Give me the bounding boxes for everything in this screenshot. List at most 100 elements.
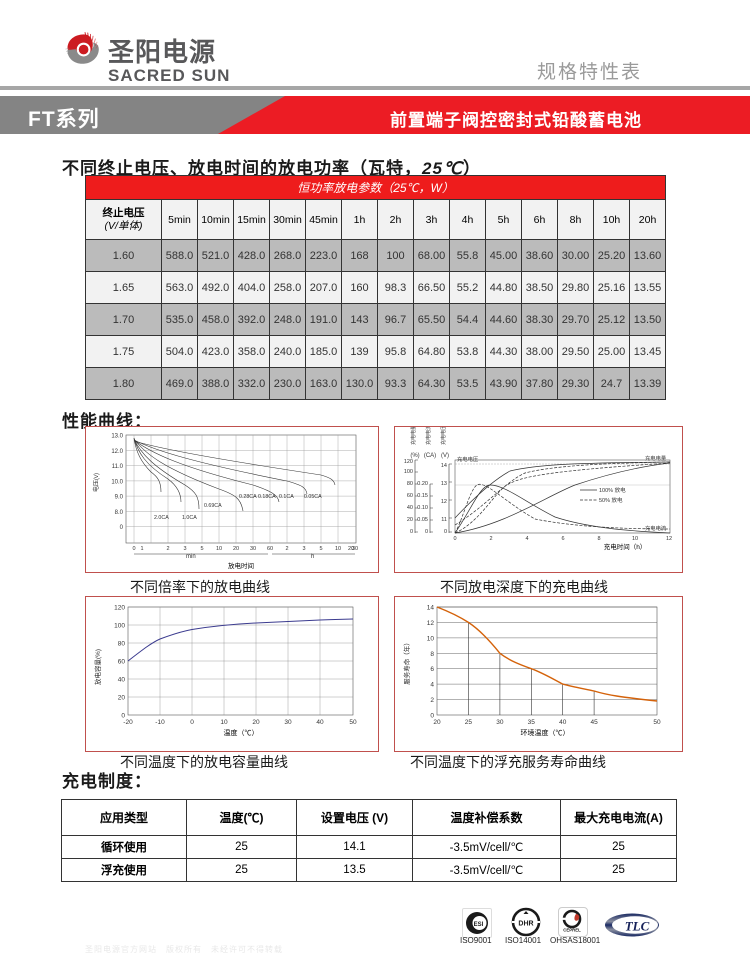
svg-text:50: 50 — [653, 719, 661, 726]
svg-text:0.10: 0.10 — [417, 505, 428, 511]
svg-text:放电容量(%): 放电容量(%) — [93, 649, 102, 685]
svg-text:35: 35 — [528, 719, 536, 726]
svg-text:0: 0 — [132, 546, 135, 552]
svg-text:充电电流: 充电电流 — [645, 524, 667, 532]
svg-text:0: 0 — [190, 719, 194, 726]
svg-text:100% 放电: 100% 放电 — [599, 486, 626, 494]
svg-text:6: 6 — [561, 536, 564, 542]
svg-text:2: 2 — [430, 697, 434, 704]
svg-text:80: 80 — [118, 641, 126, 648]
svg-text:充电电量: 充电电量 — [645, 454, 667, 462]
svg-text:0.1CA: 0.1CA — [279, 494, 294, 500]
svg-text:30: 30 — [284, 719, 292, 726]
svg-text:120: 120 — [114, 605, 125, 612]
svg-text:2: 2 — [166, 546, 169, 552]
svg-text:3: 3 — [302, 546, 305, 552]
svg-text:10: 10 — [216, 546, 222, 552]
svg-text:0.18CA: 0.18CA — [258, 494, 276, 500]
svg-text:8: 8 — [430, 651, 434, 658]
svg-text:12: 12 — [441, 499, 447, 505]
svg-text:8: 8 — [597, 536, 600, 542]
svg-text:0.69CA: 0.69CA — [204, 503, 222, 509]
svg-text:0.05CA: 0.05CA — [304, 494, 322, 500]
svg-text:10.0: 10.0 — [111, 479, 123, 485]
svg-text:20: 20 — [433, 719, 441, 726]
svg-text:20: 20 — [407, 517, 413, 523]
svg-text:14: 14 — [441, 463, 447, 469]
svg-text:5: 5 — [319, 546, 322, 552]
svg-text:45: 45 — [590, 719, 598, 726]
svg-text:100: 100 — [404, 469, 413, 475]
svg-text:3: 3 — [183, 546, 186, 552]
svg-text:40: 40 — [118, 677, 126, 684]
svg-text:h: h — [311, 554, 314, 560]
svg-text:CEPREL: CEPREL — [563, 928, 581, 933]
svg-text:60: 60 — [267, 546, 273, 552]
svg-text:50% 放电: 50% 放电 — [599, 496, 623, 504]
svg-text:30: 30 — [496, 719, 504, 726]
svg-text:2: 2 — [489, 536, 492, 542]
svg-text:4: 4 — [430, 682, 434, 689]
svg-text:30: 30 — [352, 546, 358, 552]
svg-text:0: 0 — [410, 529, 413, 535]
svg-text:10: 10 — [632, 536, 638, 542]
svg-text:14: 14 — [427, 605, 435, 612]
svg-text:服务寿命（年）: 服务寿命（年） — [402, 639, 411, 685]
svg-text:0.28CA: 0.28CA — [239, 494, 257, 500]
svg-text:100: 100 — [114, 623, 125, 630]
svg-text:60: 60 — [118, 659, 126, 666]
svg-text:2: 2 — [285, 546, 288, 552]
svg-text:DHR: DHR — [518, 921, 533, 928]
svg-text:1: 1 — [140, 546, 143, 552]
svg-text:(V): (V) — [441, 453, 449, 459]
svg-text:11.0: 11.0 — [112, 464, 124, 470]
svg-text:10: 10 — [335, 546, 341, 552]
svg-text:环境温度（℃）: 环境温度（℃） — [521, 728, 570, 737]
svg-text:12: 12 — [427, 620, 435, 627]
svg-text:20: 20 — [252, 719, 260, 726]
svg-text:12.0: 12.0 — [111, 449, 123, 455]
svg-text:-10: -10 — [155, 719, 165, 726]
svg-text:温度（℃）: 温度（℃） — [224, 728, 259, 737]
svg-text:5: 5 — [200, 546, 203, 552]
svg-text:充电时间（h）: 充电时间（h） — [604, 542, 647, 551]
svg-text:6: 6 — [430, 666, 434, 673]
svg-text:25: 25 — [465, 719, 473, 726]
svg-text:10: 10 — [220, 719, 228, 726]
svg-text:20: 20 — [118, 695, 126, 702]
svg-text:0.15: 0.15 — [417, 493, 428, 499]
svg-text:0: 0 — [425, 529, 428, 535]
svg-text:8.0: 8.0 — [115, 510, 124, 516]
svg-text:40: 40 — [407, 505, 413, 511]
svg-text:13: 13 — [441, 481, 447, 487]
svg-text:0.05: 0.05 — [417, 517, 428, 523]
svg-text:20: 20 — [233, 546, 239, 552]
svg-text:40: 40 — [559, 719, 567, 726]
svg-text:120: 120 — [404, 459, 413, 465]
svg-text:10: 10 — [427, 635, 435, 642]
svg-text:0.20: 0.20 — [417, 481, 428, 487]
svg-text:ESI: ESI — [474, 922, 484, 928]
svg-text:9.0: 9.0 — [115, 495, 124, 501]
svg-text:2.0CA: 2.0CA — [154, 515, 169, 521]
svg-text:放电时间: 放电时间 — [228, 561, 254, 570]
svg-text:0: 0 — [453, 536, 456, 542]
svg-text:11: 11 — [441, 517, 447, 523]
svg-text:4: 4 — [525, 536, 528, 542]
svg-text:30: 30 — [250, 546, 256, 552]
svg-text:-20: -20 — [123, 719, 133, 726]
svg-text:12: 12 — [666, 536, 672, 542]
svg-text:0: 0 — [444, 529, 447, 535]
svg-text:TLC: TLC — [625, 919, 650, 934]
svg-text:60: 60 — [407, 493, 413, 499]
svg-text:(CA): (CA) — [424, 453, 436, 459]
svg-text:充电电压: 充电电压 — [457, 455, 479, 463]
svg-text:1.0CA: 1.0CA — [182, 515, 197, 521]
svg-text:80: 80 — [407, 481, 413, 487]
svg-text:40: 40 — [316, 719, 324, 726]
svg-text:充电电流: 充电电流 — [425, 427, 432, 445]
svg-text:电压(v): 电压(v) — [92, 473, 100, 492]
svg-text:0: 0 — [120, 525, 124, 531]
svg-text:13.0: 13.0 — [111, 434, 123, 440]
svg-text:50: 50 — [349, 719, 357, 726]
